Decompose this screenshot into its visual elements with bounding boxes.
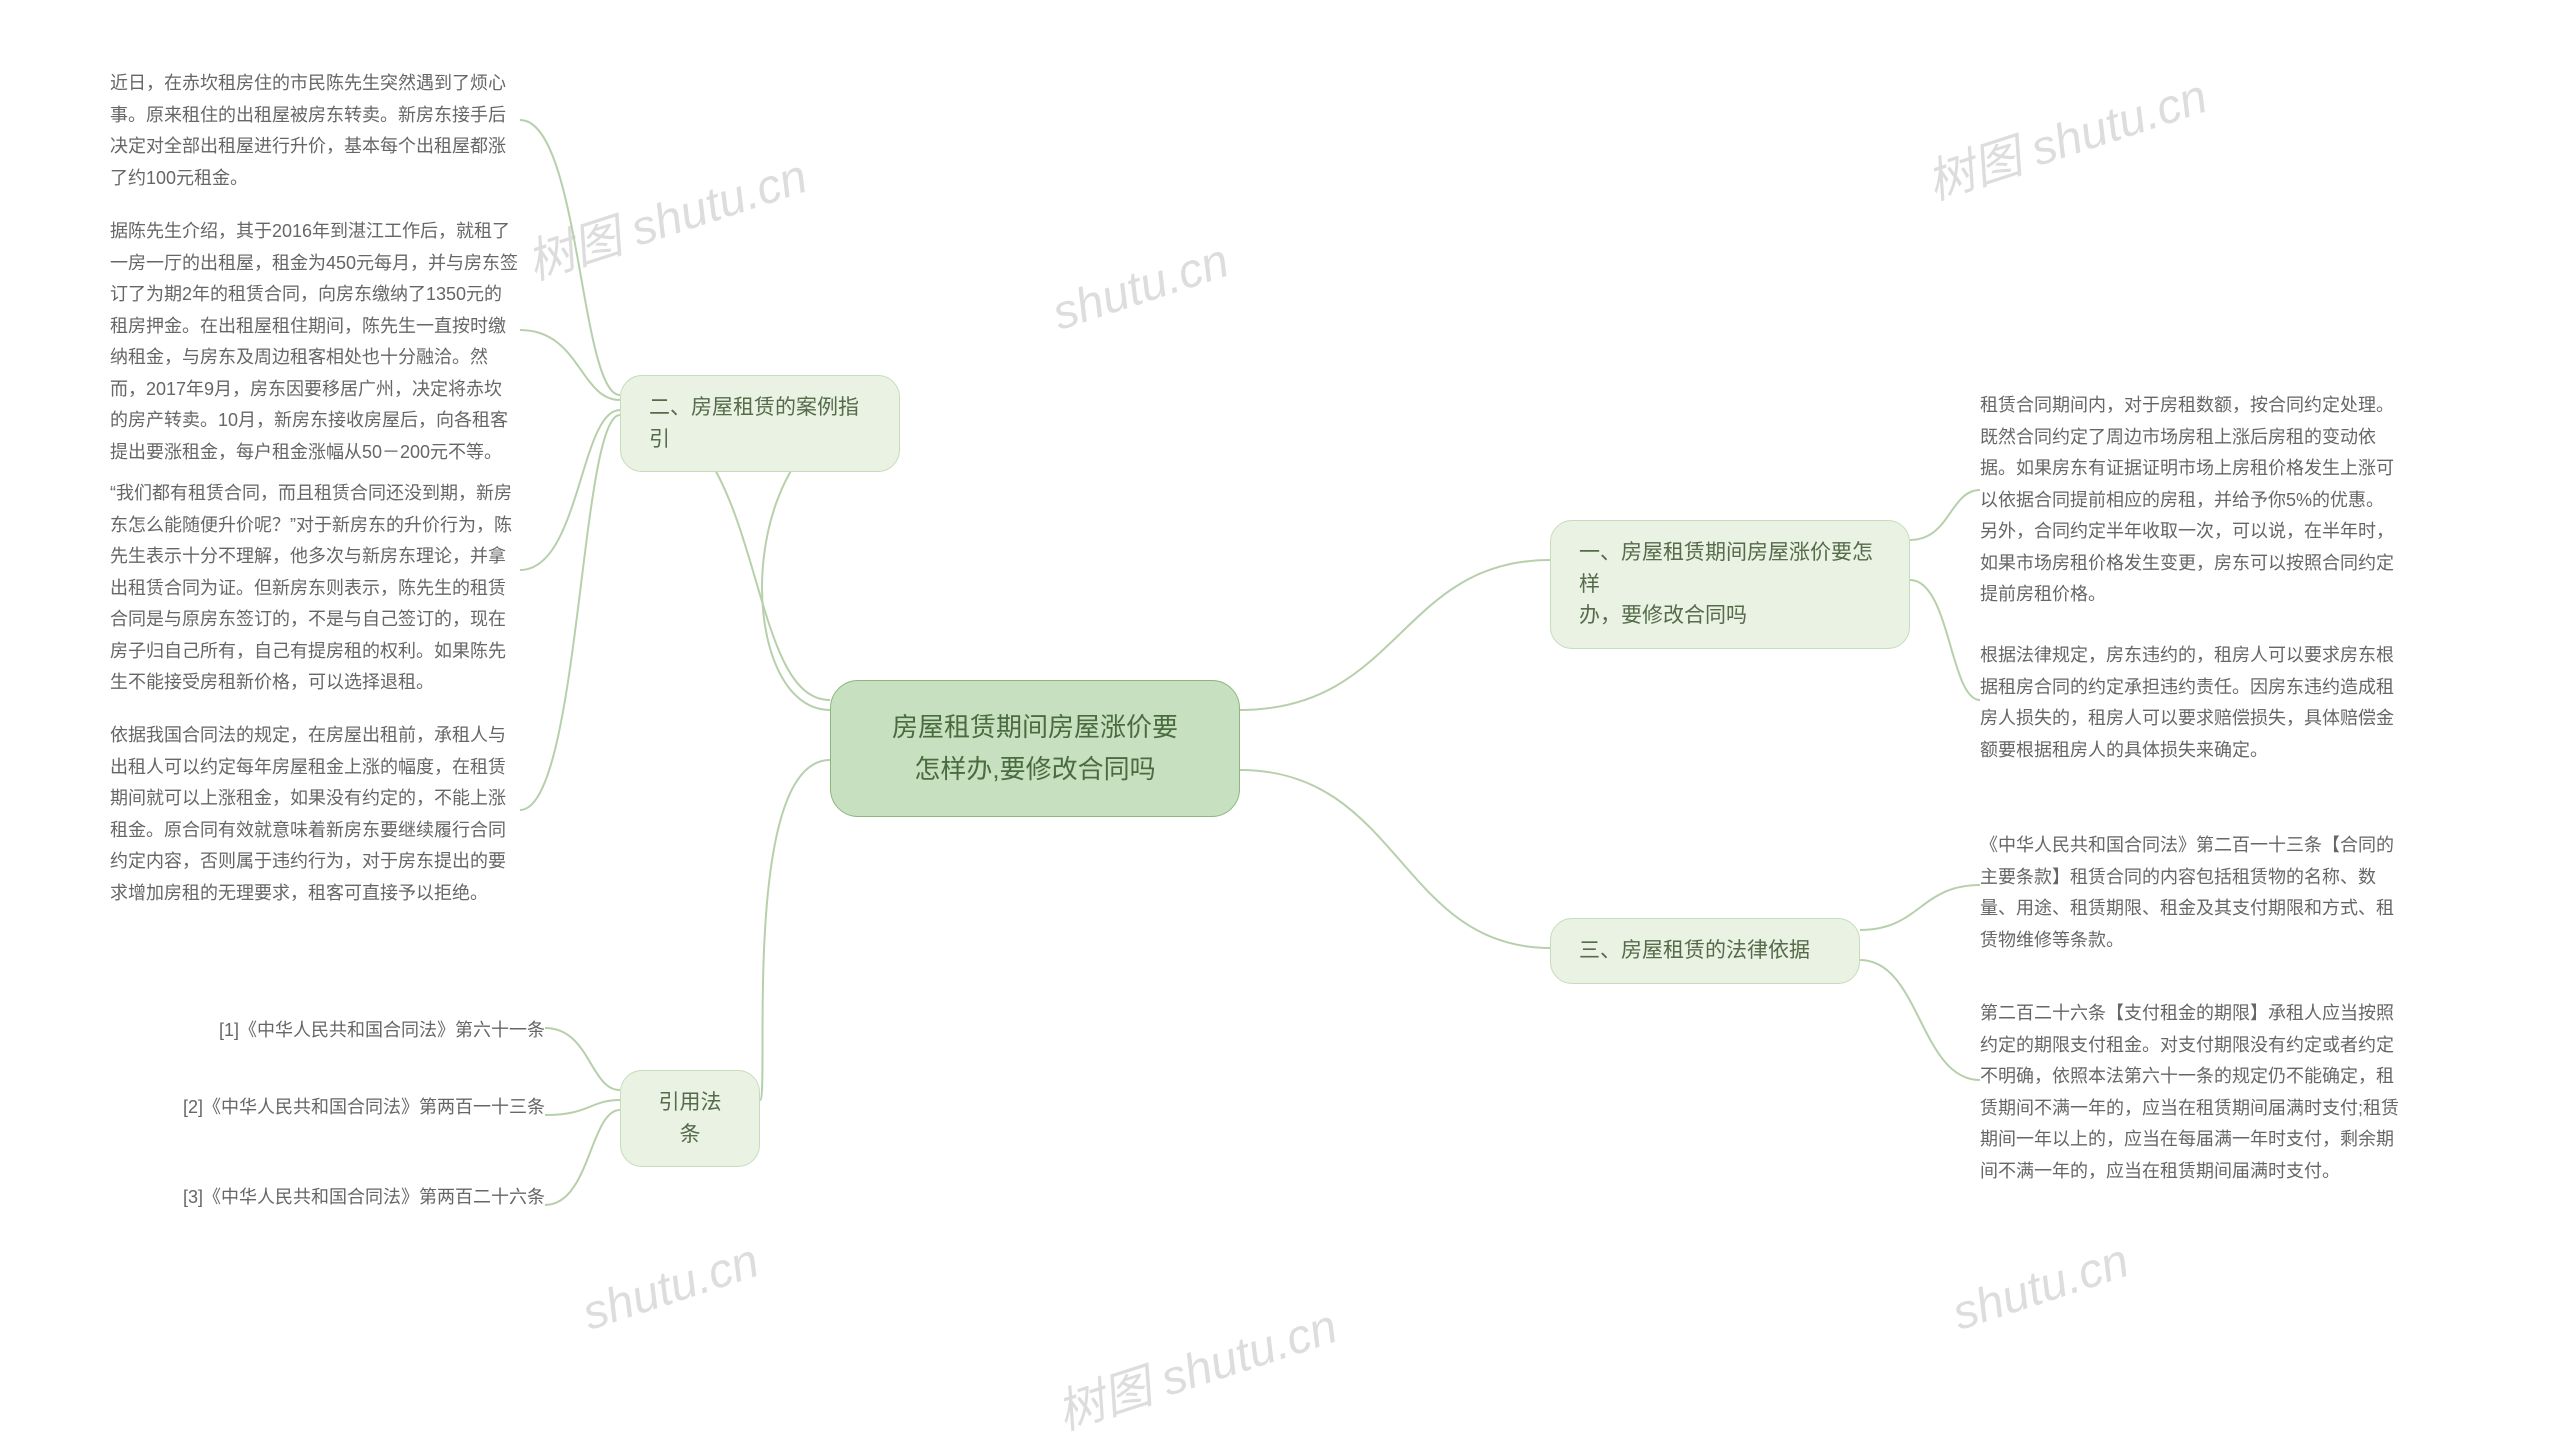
leaf-4c: [3]《中华人民共和国合同法》第两百二十六条	[175, 1182, 545, 1214]
watermark: shutu.cn	[1946, 1233, 2136, 1341]
leaf-4b: [2]《中华人民共和国合同法》第两百一十三条	[175, 1092, 545, 1124]
leaf-2a: 近日，在赤坎租房住的市民陈先生突然遇到了烦心事。原来租住的出租屋被房东转卖。新房…	[110, 68, 520, 194]
watermark: 树图 shutu.cn	[516, 137, 814, 293]
watermark: 树图 shutu.cn	[1046, 1287, 1344, 1443]
branch-2[interactable]: 二、房屋租赁的案例指引	[620, 375, 900, 472]
center-line1: 房屋租赁期间房屋涨价要	[869, 707, 1201, 749]
leaf-1b: 根据法律规定，房东违约的，租房人可以要求房东根据租房合同的约定承担违约责任。因房…	[1980, 640, 2400, 766]
leaf-2b: 据陈先生介绍，其于2016年到湛江工作后，就租了一房一厅的出租屋，租金为450元…	[110, 216, 520, 468]
branch-1[interactable]: 一、房屋租赁期间房屋涨价要怎样 办，要修改合同吗	[1550, 520, 1910, 649]
leaf-2c: “我们都有租赁合同，而且租赁合同还没到期，新房东怎么能随便升价呢？”对于新房东的…	[110, 478, 520, 699]
watermark: shutu.cn	[576, 1233, 766, 1341]
branch-3-label: 三、房屋租赁的法律依据	[1579, 939, 1810, 962]
center-topic[interactable]: 房屋租赁期间房屋涨价要 怎样办,要修改合同吗	[830, 680, 1240, 817]
watermark: shutu.cn	[1046, 233, 1236, 341]
branch-4-label: 引用法条	[659, 1091, 722, 1146]
leaf-1a: 租赁合同期间内，对于房租数额，按合同约定处理。既然合同约定了周边市场房租上涨后房…	[1980, 390, 2400, 611]
branch-3[interactable]: 三、房屋租赁的法律依据	[1550, 918, 1860, 984]
branch-1-line1: 一、房屋租赁期间房屋涨价要怎样	[1579, 537, 1881, 600]
leaf-3b: 第二百二十六条【支付租金的期限】承租人应当按照约定的期限支付租金。对支付期限没有…	[1980, 998, 2400, 1187]
leaf-2d: 依据我国合同法的规定，在房屋出租前，承租人与出租人可以约定每年房屋租金上涨的幅度…	[110, 720, 520, 909]
branch-1-line2: 办，要修改合同吗	[1579, 600, 1881, 632]
branch-2-label: 二、房屋租赁的案例指引	[649, 396, 859, 451]
watermark: 树图 shutu.cn	[1916, 57, 2214, 213]
center-line2: 怎样办,要修改合同吗	[869, 749, 1201, 791]
leaf-4a: [1]《中华人民共和国合同法》第六十一条	[175, 1015, 545, 1047]
branch-4[interactable]: 引用法条	[620, 1070, 760, 1167]
leaf-3a: 《中华人民共和国合同法》第二百一十三条【合同的主要条款】租赁合同的内容包括租赁物…	[1980, 830, 2400, 956]
